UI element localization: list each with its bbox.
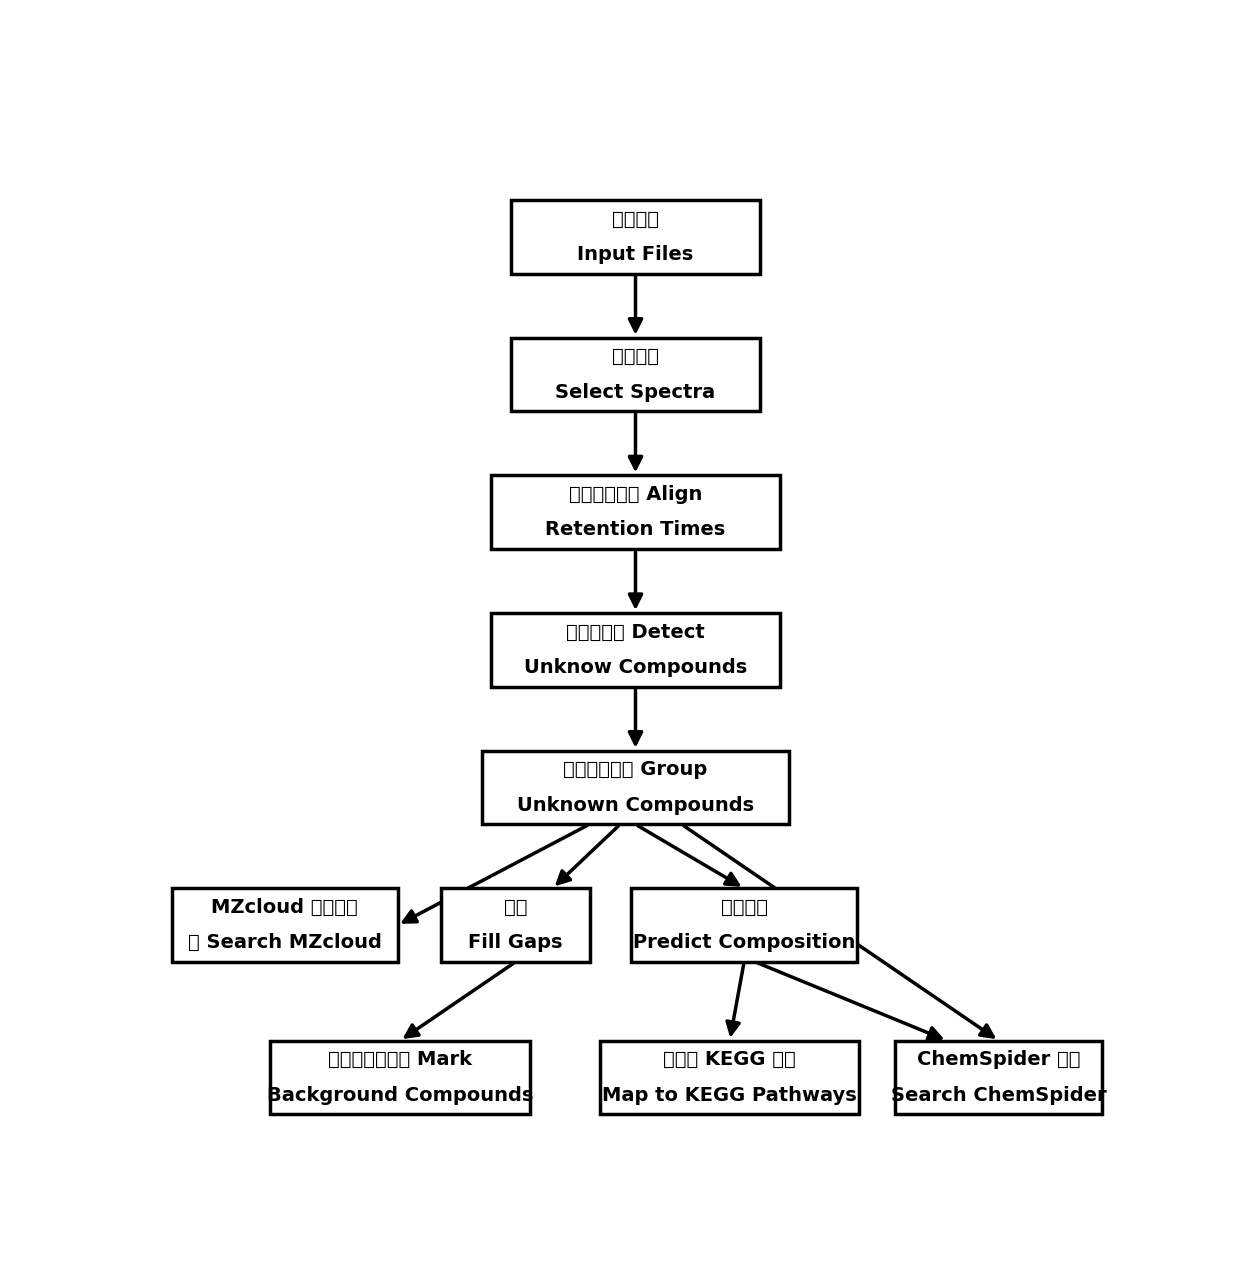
FancyBboxPatch shape: [631, 889, 857, 962]
FancyBboxPatch shape: [441, 889, 590, 962]
FancyBboxPatch shape: [600, 1041, 859, 1115]
Text: ChemSpider 查询: ChemSpider 查询: [918, 1051, 1080, 1069]
Text: 询 Search MZcloud: 询 Search MZcloud: [187, 933, 382, 953]
Text: Unknow Compounds: Unknow Compounds: [523, 658, 748, 677]
Text: 标记背景化合物 Mark: 标记背景化合物 Mark: [329, 1051, 472, 1069]
Text: Select Spectra: Select Spectra: [556, 383, 715, 402]
FancyBboxPatch shape: [491, 613, 780, 687]
FancyBboxPatch shape: [895, 1041, 1102, 1115]
Text: Fill Gaps: Fill Gaps: [469, 933, 563, 953]
Text: Map to KEGG Pathways: Map to KEGG Pathways: [603, 1085, 857, 1105]
FancyBboxPatch shape: [270, 1041, 529, 1115]
Text: 映射到 KEGG 路径: 映射到 KEGG 路径: [663, 1051, 796, 1069]
Text: Background Compounds: Background Compounds: [267, 1085, 533, 1105]
Text: 选择范围: 选择范围: [613, 347, 658, 366]
Text: Predict Composition: Predict Composition: [632, 933, 856, 953]
FancyBboxPatch shape: [511, 200, 760, 273]
Text: 对齐保留时间 Align: 对齐保留时间 Align: [569, 485, 702, 504]
Text: 输入文件: 输入文件: [613, 209, 658, 229]
FancyBboxPatch shape: [481, 751, 789, 825]
Text: 未知化合物组 Group: 未知化合物组 Group: [563, 760, 708, 779]
Text: 预测组成: 预测组成: [720, 898, 768, 917]
FancyBboxPatch shape: [491, 475, 780, 549]
FancyBboxPatch shape: [172, 889, 398, 962]
Text: 补位: 补位: [503, 898, 527, 917]
Text: MZcloud 数据库查: MZcloud 数据库查: [211, 898, 358, 917]
Text: Input Files: Input Files: [578, 245, 693, 264]
Text: Search ChemSpider: Search ChemSpider: [892, 1085, 1106, 1105]
FancyBboxPatch shape: [511, 337, 760, 411]
Text: Unknown Compounds: Unknown Compounds: [517, 796, 754, 815]
Text: Retention Times: Retention Times: [546, 520, 725, 539]
Text: 检测未知物 Detect: 检测未知物 Detect: [567, 623, 704, 641]
